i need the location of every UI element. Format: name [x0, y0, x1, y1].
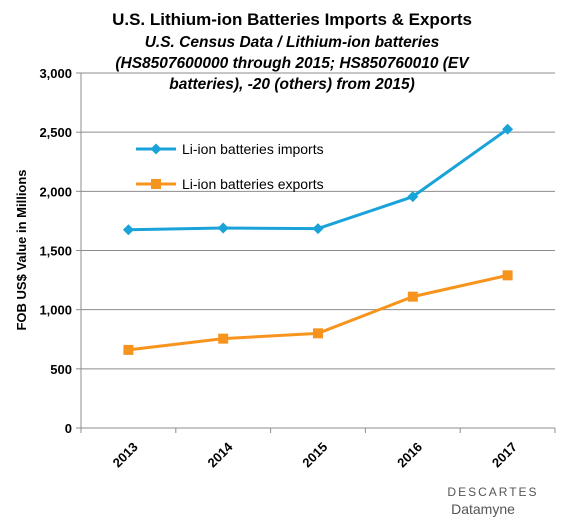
legend-item: Li-ion batteries imports [136, 141, 324, 157]
y-tick-label: 500 [50, 362, 72, 377]
legend-marker-diamond [150, 143, 162, 155]
chart-subtitle-line-2: (HS8507600000 through 2015; HS850760010 … [115, 55, 470, 72]
data-point-diamond [502, 123, 514, 135]
y-tick-label: 2,000 [39, 184, 72, 199]
brand-name: DESCARTES [447, 485, 538, 499]
legend: Li-ion batteries imports Li-ion batteries… [136, 141, 324, 192]
y-tick-label: 2,500 [39, 125, 72, 140]
x-tick-label: 2014 [204, 439, 236, 471]
x-tick-label: 2015 [299, 439, 330, 470]
data-point-diamond [407, 191, 419, 203]
chart-subtitle-line-1: U.S. Census Data / Lithium-ion batteries [145, 34, 440, 51]
y-tick-label: 1,500 [39, 244, 72, 259]
data-point-square [313, 328, 323, 339]
gridlines [81, 72, 555, 370]
series-imports [122, 123, 514, 236]
data-point-square [123, 344, 134, 355]
x-axis-ticks: 2013 2014 2015 2016 2017 [80, 428, 556, 471]
data-point-square [502, 270, 513, 281]
y-axis-label: FOB US$ Value in Millions [14, 169, 29, 330]
legend-label: Li-ion batteries imports [182, 141, 324, 157]
brand-product: Datamyne [451, 501, 515, 517]
series-group [122, 123, 514, 355]
chart-title: U.S. Lithium-ion Batteries Imports & Exp… [112, 10, 472, 29]
data-point-diamond [122, 224, 134, 236]
series-exports [123, 270, 513, 355]
chart-subtitle-line-3: batteries), -20 (others) from 2015) [169, 76, 415, 93]
data-point-diamond [217, 222, 229, 234]
legend-label: Li-ion batteries exports [182, 176, 324, 192]
data-point-square [218, 333, 229, 344]
descartes-logo: DESCARTES Datamyne [447, 485, 538, 517]
legend-item: Li-ion batteries exports [136, 176, 324, 192]
y-tick-label: 3,000 [39, 66, 72, 81]
legend-marker-square [151, 179, 161, 189]
data-point-square [407, 291, 418, 302]
data-point-diamond [312, 223, 324, 235]
x-tick-label: 2013 [110, 439, 141, 470]
x-tick-label: 2016 [394, 439, 425, 470]
y-tick-label: 1,000 [39, 303, 72, 318]
y-axis-ticks: 0 500 1,000 1,500 2,000 2,500 3,000 [39, 66, 81, 436]
series-line [128, 273, 508, 352]
y-tick-label: 0 [65, 421, 72, 436]
x-tick-label: 2017 [489, 439, 520, 470]
